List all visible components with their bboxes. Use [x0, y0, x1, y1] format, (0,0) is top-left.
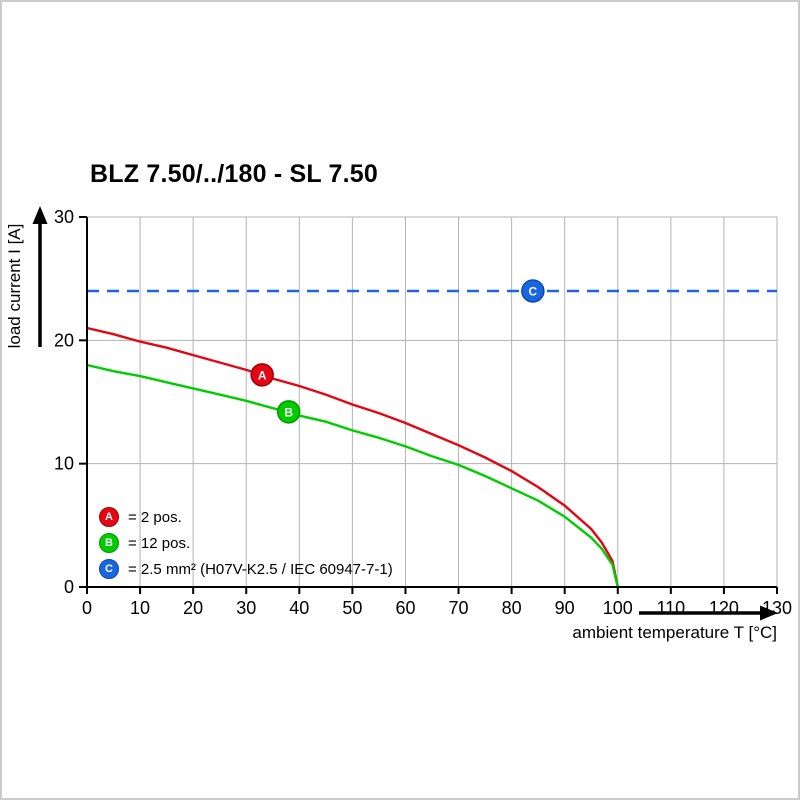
series-b-curve	[86, 363, 619, 588]
curve-marker-b-label: B	[284, 405, 293, 419]
legend-label-b: = 12 pos.	[128, 534, 191, 552]
x-tick-label: 60	[395, 598, 415, 618]
x-tick-label: 90	[555, 598, 575, 618]
x-tick-label: 50	[342, 598, 362, 618]
x-tick-label: 120	[709, 598, 739, 618]
x-axis-label: ambient temperature T [°C]	[572, 623, 777, 642]
y-tick-label: 30	[54, 207, 74, 227]
legend-label-a: = 2 pos.	[128, 508, 182, 526]
series-a-curve	[86, 326, 619, 588]
x-tick-label: 80	[502, 598, 522, 618]
curve-marker-c-label: C	[529, 285, 538, 299]
curve-marker-a-label: A	[258, 368, 267, 382]
legend-label-c: = 2.5 mm² (H07V-K2.5 / IEC 60947-7-1)	[128, 560, 393, 578]
chart-legend: A = 2 pos. B = 12 pos. C = 2.5 mm² (H07V…	[99, 504, 393, 582]
x-tick-label: 110	[656, 598, 685, 618]
curve-marker-a	[250, 363, 274, 387]
legend-item-c: C = 2.5 mm² (H07V-K2.5 / IEC 60947-7-1)	[99, 556, 393, 582]
x-tick-label: 100	[603, 598, 633, 618]
x-axis-arrowhead-icon	[760, 605, 778, 621]
curve-marker-c	[521, 279, 545, 303]
legend-item-b: B = 12 pos.	[99, 530, 393, 556]
y-tick-label: 0	[64, 577, 74, 597]
y-axis-label: load current I [A]	[5, 223, 24, 349]
page-title: BLZ 7.50/../180 - SL 7.50	[90, 160, 379, 188]
curve-marker-b	[276, 400, 301, 424]
x-tick-label: 10	[130, 598, 150, 618]
series-a-marker-icon: A	[99, 507, 119, 527]
x-tick-label: 30	[236, 598, 256, 618]
series-b-marker-icon: B	[99, 533, 119, 553]
x-tick-label: 40	[289, 598, 309, 618]
x-tick-label: 70	[449, 598, 469, 618]
x-tick-label: 20	[183, 598, 203, 618]
legend-item-a: A = 2 pos.	[99, 504, 393, 530]
y-tick-label: 10	[54, 454, 74, 474]
series-c-marker-icon: C	[99, 559, 119, 579]
y-tick-label: 20	[54, 330, 74, 350]
x-tick-label: 0	[82, 598, 92, 618]
y-axis-arrowhead-icon	[32, 206, 48, 224]
